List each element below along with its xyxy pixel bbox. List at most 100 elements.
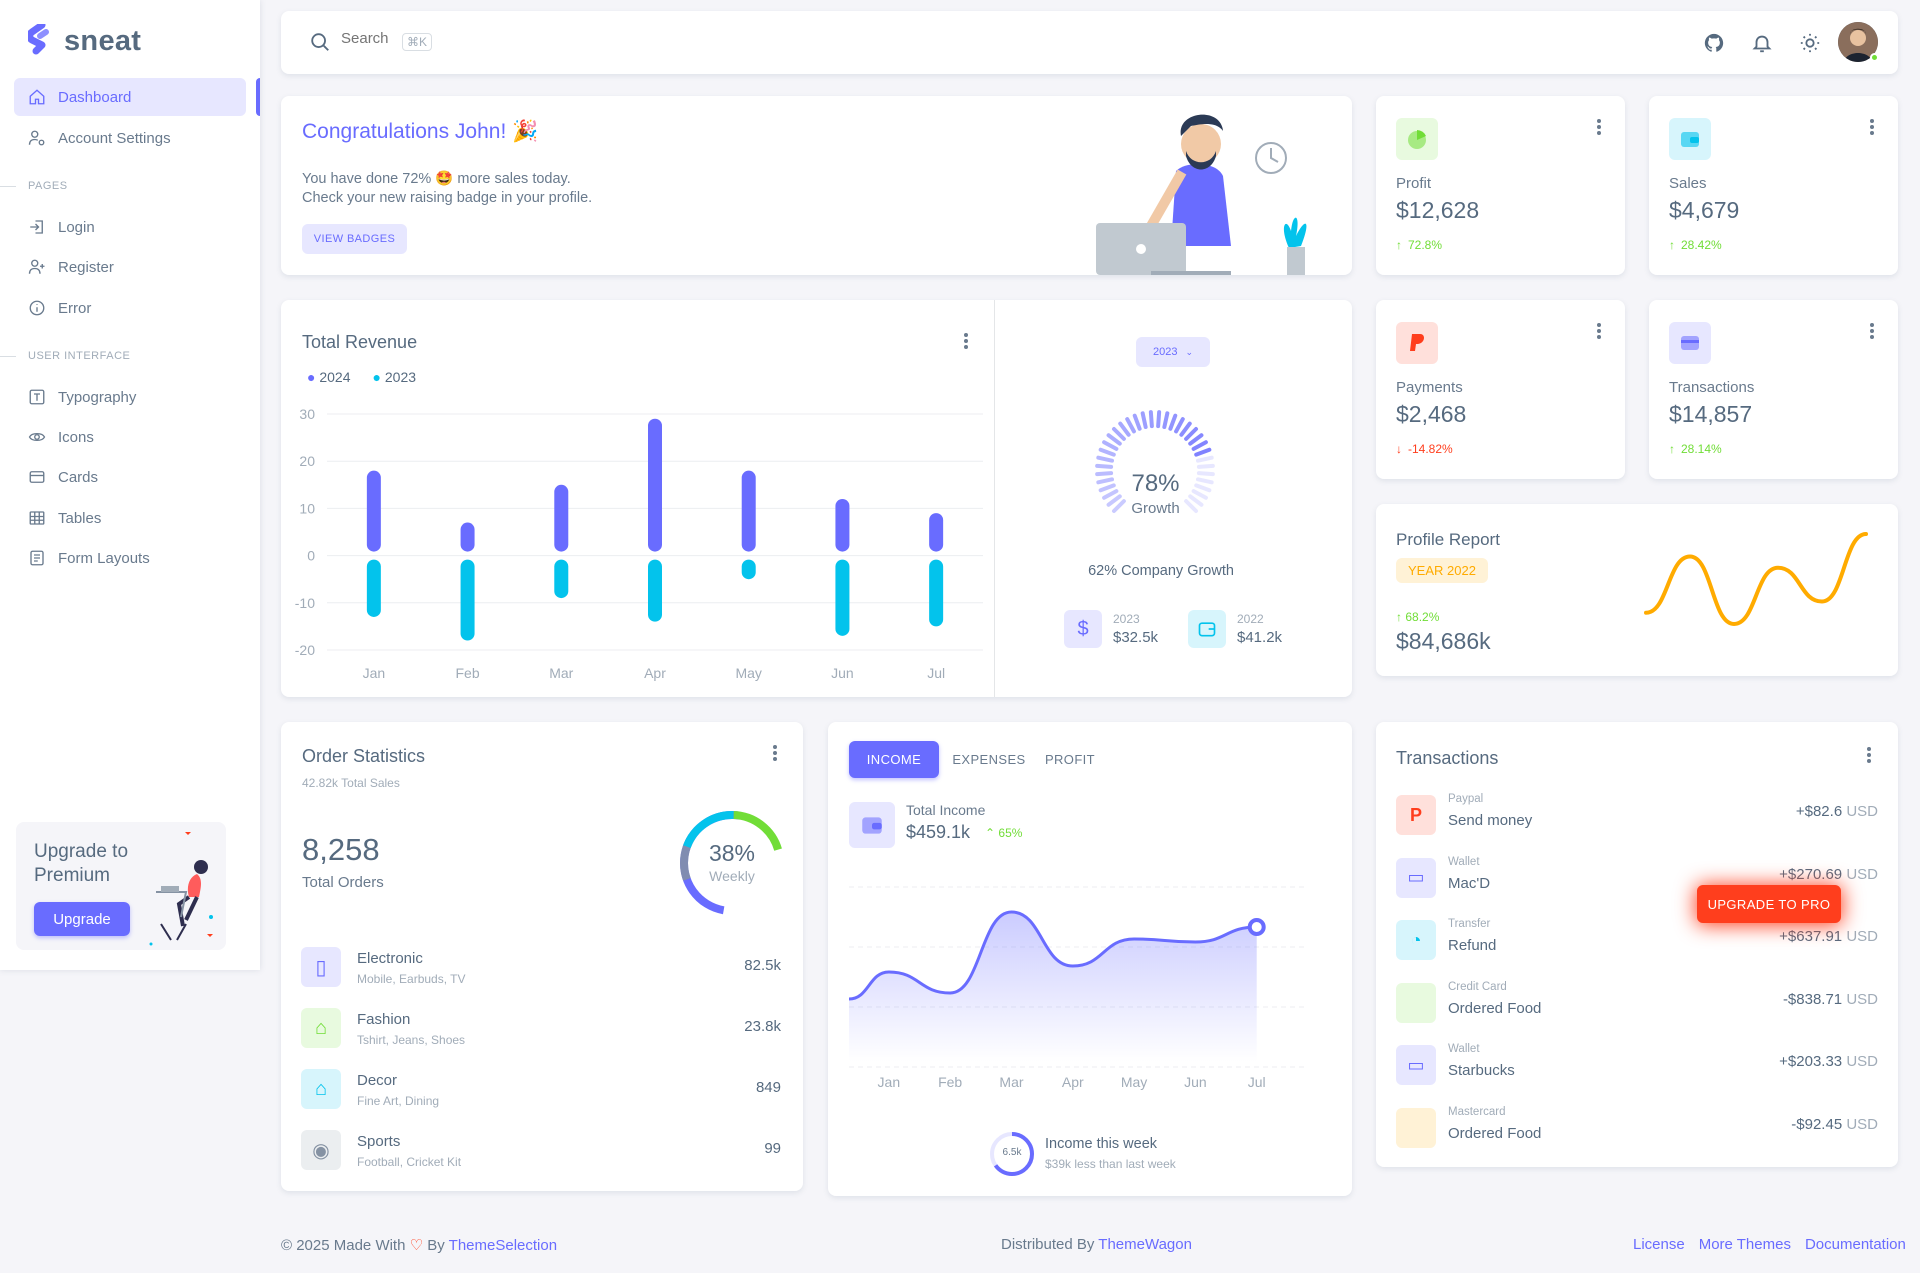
footer-documentation-link[interactable]: Documentation <box>1804 1236 1906 1253</box>
more-vertical-icon[interactable] <box>772 744 778 762</box>
chart-icon: ◔ <box>1396 920 1436 960</box>
sun-icon[interactable] <box>1799 32 1821 54</box>
y-tick-label: 0 <box>307 548 315 564</box>
user-cog-icon <box>28 130 45 146</box>
brand-logo[interactable]: sneat <box>28 24 141 58</box>
gauge-segment <box>1106 433 1122 446</box>
stat-title: Sales <box>1669 175 1707 192</box>
footer-themewagon-link[interactable]: ThemeWagon <box>1098 1236 1192 1253</box>
gauge-segment <box>1106 494 1122 507</box>
sidebar-item-icons[interactable]: Icons <box>14 418 246 456</box>
category-value: 99 <box>764 1140 781 1157</box>
category-value: 23.8k <box>744 1018 781 1035</box>
x-tick-label: Jun <box>1184 1074 1207 1090</box>
transaction-row: Credit Card Ordered Food -$838.71 USD <box>1396 981 1878 1027</box>
divider <box>994 300 995 697</box>
gauge-segment <box>1096 477 1115 485</box>
footer-license-link[interactable]: License <box>1633 1236 1685 1253</box>
order-category-row: ⌂ Decor Fine Art, Dining 849 <box>301 1069 781 1119</box>
tab-profit[interactable]: PROFIT <box>1044 752 1096 767</box>
github-icon[interactable] <box>1703 32 1725 54</box>
legend-label: 2023 <box>384 369 417 385</box>
wallet-icon <box>1669 118 1711 160</box>
income-week-value: 6.5k <box>1002 1147 1022 1158</box>
search-icon <box>311 33 329 51</box>
more-vertical-icon[interactable] <box>1866 746 1872 764</box>
tab-expenses[interactable]: EXPENSES <box>952 752 1026 767</box>
sidebar-item-register[interactable]: Register <box>14 248 246 286</box>
tab-income[interactable]: INCOME <box>849 741 939 778</box>
revenue-bar-chart: 30 20 10 0 -10 -20 Jan Feb Mar Apr May Jun Jul <box>295 406 983 681</box>
arrow-up-icon: ↑ <box>1669 442 1675 456</box>
gauge-segment <box>1098 447 1116 457</box>
tx-desc: Refund <box>1448 937 1497 954</box>
x-tick-label: Jan <box>363 665 386 681</box>
form-icon <box>30 550 44 566</box>
x-tick-label: Jul <box>1248 1074 1266 1090</box>
upgrade-button[interactable]: Upgrade <box>34 902 130 936</box>
category-desc: Fine Art, Dining <box>357 1094 440 1108</box>
sidebar-item-tables[interactable]: Tables <box>14 499 246 537</box>
credit-card-icon <box>29 471 45 483</box>
profile-line <box>1644 532 1868 627</box>
year-badge: YEAR 2022 <box>1396 558 1488 583</box>
gauge-segment <box>1102 440 1119 451</box>
bar-2023 <box>554 559 569 599</box>
sidebar-item-login[interactable]: Login <box>14 208 246 246</box>
sidebar-item-label: Login <box>58 218 95 236</box>
more-vertical-icon[interactable] <box>1596 118 1602 136</box>
footer-links: License More Themes Documentation <box>1633 1236 1906 1253</box>
donut-label: Weekly <box>709 868 755 884</box>
y-tick-label: -20 <box>295 642 315 658</box>
more-vertical-icon[interactable] <box>1869 118 1875 136</box>
typography-icon <box>29 389 45 405</box>
dollar-icon: $ <box>1064 610 1102 648</box>
bell-icon[interactable] <box>1751 32 1773 54</box>
user-plus-icon <box>28 259 45 274</box>
tx-amount: +$637.91 <box>1779 928 1843 945</box>
heart-icon: ♡ <box>409 1237 424 1254</box>
revenue-legend: ● 2024 ● 2023 <box>307 369 416 385</box>
gauge-segment <box>1095 463 1114 469</box>
more-vertical-icon[interactable] <box>963 332 969 350</box>
stat-value: $12,628 <box>1396 197 1480 223</box>
search-input[interactable] <box>341 30 421 47</box>
sidebar-item-typography[interactable]: Typography <box>14 378 246 416</box>
tx-source: Transfer <box>1448 918 1491 930</box>
category-value: 82.5k <box>744 957 781 974</box>
stat-title: Profit <box>1396 175 1432 192</box>
payments-card: Payments $2,468 ↓ -14.82% <box>1376 300 1625 479</box>
stat-title: Payments <box>1396 379 1463 396</box>
profile-change: ↑ 68.2% <box>1396 610 1439 624</box>
sales-card: Sales $4,679 ↑ 28.42% <box>1649 96 1898 275</box>
y-tick-label: 30 <box>299 406 315 422</box>
arrow-up-icon: ↑ <box>1396 238 1402 252</box>
gauge-segment <box>1195 477 1214 485</box>
upgrade-to-pro-button[interactable]: UPGRADE TO PRO <box>1697 885 1841 923</box>
sidebar-item-cards[interactable]: Cards <box>14 458 246 496</box>
footer-themeselection-link[interactable]: ThemeSelection <box>448 1237 558 1254</box>
footer-more-themes-link[interactable]: More Themes <box>1698 1236 1791 1253</box>
tx-source: Mastercard <box>1448 1105 1506 1118</box>
more-vertical-icon[interactable] <box>1869 322 1875 340</box>
sidebar-item-dashboard[interactable]: Dashboard <box>14 78 246 116</box>
year-select[interactable]: 2023 ⌄ <box>1136 337 1210 367</box>
order-stats-subtitle: 42.82k Total Sales <box>302 776 400 790</box>
sidebar-item-account-settings[interactable]: Account Settings <box>14 119 246 157</box>
paypal-icon: P <box>1396 795 1436 835</box>
footer-by: By <box>427 1237 445 1254</box>
sidebar-item-form-layouts[interactable]: Form Layouts <box>14 539 246 577</box>
more-vertical-icon[interactable] <box>1596 322 1602 340</box>
gauge-segment <box>1184 426 1199 441</box>
arrow-up-icon: ↑ <box>1396 610 1406 624</box>
sidebar-item-error[interactable]: Error <box>14 289 246 327</box>
sidebar-item-label: Cards <box>58 468 99 486</box>
tx-amount: -$838.71 <box>1782 990 1843 1008</box>
gauge-segment <box>1140 411 1148 430</box>
welcome-card: Congratulations John! 🎉 You have done 72… <box>281 96 1352 275</box>
tx-desc: Send money <box>1448 812 1533 829</box>
tx-currency: USD <box>1846 1053 1878 1070</box>
sidebar-item-label: Form Layouts <box>58 549 150 567</box>
upgrade-title: Upgrade to Premium <box>34 841 129 886</box>
view-badges-button[interactable]: VIEW BADGES <box>302 224 407 254</box>
